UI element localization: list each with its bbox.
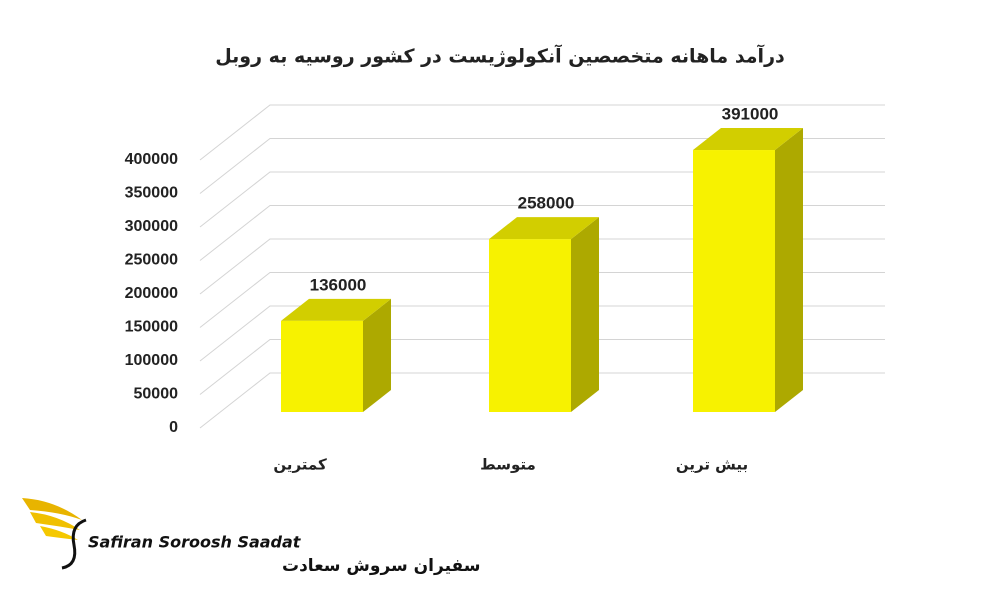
grid-line <box>199 104 885 161</box>
grid-line <box>199 372 885 429</box>
bar-top <box>693 128 803 151</box>
logo-text-en: Safiran Soroosh Saadat <box>88 533 302 552</box>
y-tick-label: 100000 <box>125 352 178 369</box>
bar-side <box>571 217 599 412</box>
x-tick-label: متوسط <box>480 456 536 474</box>
y-tick-label: 0 <box>169 419 178 436</box>
logo-swan <box>61 518 87 570</box>
bar-side <box>363 298 391 412</box>
logo-text-fa: سفیران سروش سعادت <box>282 556 480 576</box>
y-tick-label: 50000 <box>134 386 179 403</box>
x-tick-label: بیش ترین <box>676 456 748 474</box>
grid-line <box>199 238 885 295</box>
grid-line <box>199 272 885 328</box>
grid-line <box>199 171 885 228</box>
value-label: 258000 <box>518 194 575 213</box>
x-tick-label: کمترین <box>273 456 327 474</box>
grid-line <box>199 138 885 194</box>
y-tick-label: 250000 <box>125 252 178 269</box>
value-label: 136000 <box>310 275 367 294</box>
bar <box>489 239 571 412</box>
logo-wing <box>22 498 82 520</box>
value-label: 391000 <box>722 105 779 124</box>
grid-line <box>199 305 885 362</box>
y-tick-label: 150000 <box>125 319 178 336</box>
bar-top <box>489 217 599 240</box>
grid-line <box>199 205 885 261</box>
y-tick-label: 350000 <box>125 185 178 202</box>
y-tick-label: 300000 <box>125 218 178 235</box>
logo: Safiran Soroosh Saadat سفیران سروش سعادت <box>22 498 480 576</box>
bar-top <box>281 298 391 321</box>
bar <box>281 320 363 412</box>
logo-wing <box>40 526 78 540</box>
y-tick-label: 400000 <box>125 151 178 168</box>
bar-side <box>775 128 803 412</box>
grid-line <box>199 339 885 395</box>
logo-wing <box>30 512 80 530</box>
y-tick-label: 200000 <box>125 285 178 302</box>
chart-title: درآمد ماهانه متخصصین آنکولوژیست در کشور … <box>215 44 785 68</box>
bar <box>693 150 775 412</box>
